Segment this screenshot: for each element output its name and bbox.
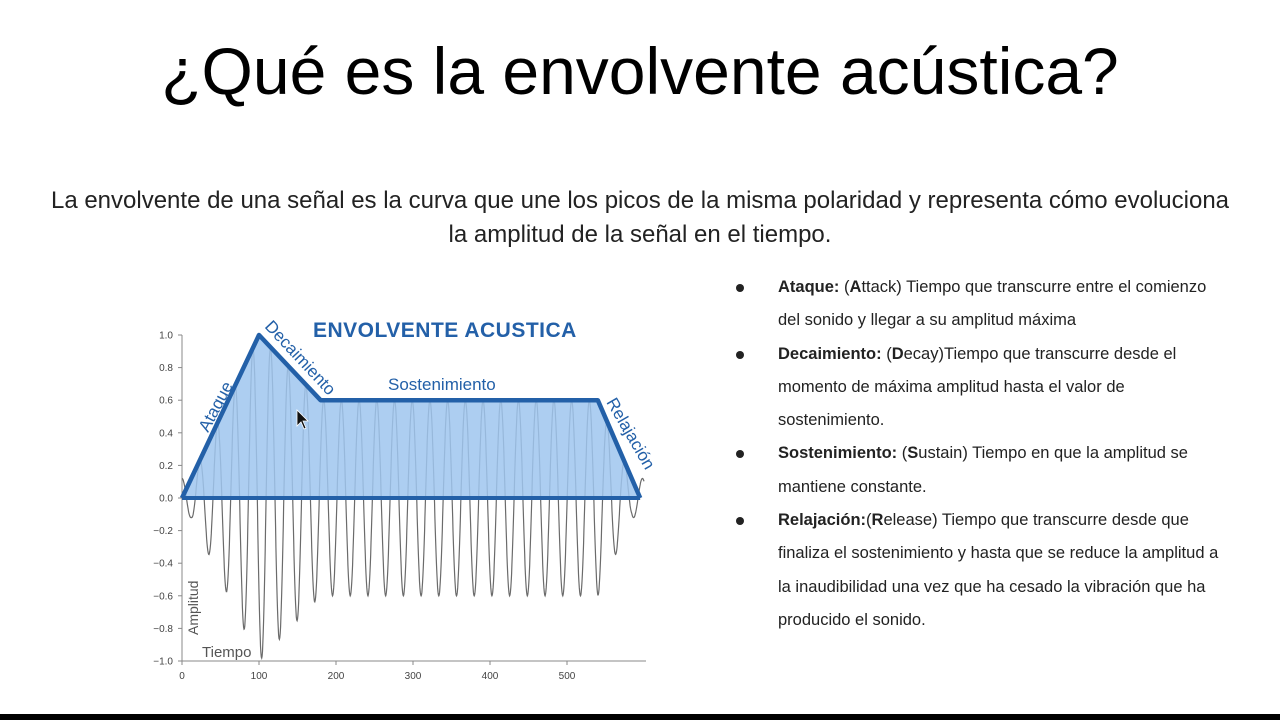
y-axis-label: Amplitud <box>185 581 201 635</box>
slide-title: ¿Qué es la envolvente acústica? <box>161 34 1119 108</box>
envelope-chart: 1.0 0.8 0.6 0.4 0.2 0.0 −0.2 −0.4 −0.6 −0.8 −1.0 0… <box>153 317 658 682</box>
bullet-icon <box>736 350 744 359</box>
y-tick-label: −0.4 <box>153 559 173 570</box>
y-tick-label: −0.2 <box>153 526 173 537</box>
y-tick-label: −0.8 <box>153 624 173 635</box>
definition-sustain: ustain) Tiempo en que la amplitud se man… <box>778 444 1188 496</box>
bullet-icon <box>736 517 744 526</box>
x-axis-label: Tiempo <box>202 644 251 661</box>
paren: ( <box>839 278 850 296</box>
y-tick-label: −1.0 <box>153 657 173 668</box>
definition-attack: ttack) Tiempo que transcurre entre el co… <box>778 278 1207 330</box>
x-tick-label: 400 <box>482 671 499 682</box>
initial-letter: A <box>849 278 862 296</box>
y-tick-label: 0.4 <box>159 428 173 439</box>
term-attack: Ataque: <box>778 278 840 296</box>
term-decay: Decaimiento: <box>778 344 882 363</box>
y-tick-label: 0.8 <box>159 363 173 374</box>
mouse-cursor-icon <box>296 409 309 430</box>
x-tick-label: 300 <box>405 671 422 682</box>
initial-letter: S <box>907 444 919 463</box>
list-item-decay: Decaimiento: (Decay)Tiempo que transcurr… <box>732 338 1232 438</box>
y-tick-label: 0.6 <box>159 396 173 407</box>
initial-letter: R <box>871 511 884 530</box>
envelope-figure: 1.0 0.8 0.6 0.4 0.2 0.0 −0.2 −0.4 −0.6 −0.8 −1.0 0… <box>140 305 660 685</box>
y-tick-label: 1.0 <box>159 331 173 342</box>
bottom-bar <box>0 714 1280 720</box>
x-tick-label: 100 <box>251 671 268 682</box>
list-item-sustain: Sostenimiento: (Sustain) Tiempo en que l… <box>732 437 1232 504</box>
intro-paragraph: La envolvente de una señal es la curva q… <box>50 187 1230 248</box>
x-tick-labels: 0 100 200 300 400 500 <box>179 661 576 682</box>
term-sustain: Sostenimiento: <box>778 444 898 463</box>
x-tick-label: 0 <box>179 671 185 682</box>
bullet-icon <box>736 284 744 292</box>
stage-label-sustain: Sostenimiento <box>388 375 496 394</box>
definition-release: elease) Tiempo que transcurre desde que … <box>778 511 1219 629</box>
term-release: Relajación: <box>778 511 867 530</box>
x-tick-label: 200 <box>328 671 345 682</box>
envelope-line <box>179 332 643 499</box>
paren: ( <box>866 511 872 530</box>
y-tick-label: −0.6 <box>153 591 173 602</box>
y-tick-label: 0.2 <box>159 461 173 472</box>
paren: ( <box>897 444 908 463</box>
adsr-list: Ataque: (Attack) Tiempo que transcurre e… <box>732 271 1232 637</box>
y-tick-label: 0.0 <box>159 494 173 505</box>
list-item-release: Relajación:(Release) Tiempo que transcur… <box>732 504 1232 637</box>
definition-decay: ecay)Tiempo que transcurre desde el mome… <box>778 344 1177 430</box>
initial-letter: D <box>891 344 904 363</box>
y-tick-labels: 1.0 0.8 0.6 0.4 0.2 0.0 −0.2 −0.4 −0.6 −0.8 −1.0 <box>153 331 182 668</box>
envelope-area <box>182 335 641 498</box>
paren: ( <box>881 344 892 363</box>
list-item-attack: Ataque: (Attack) Tiempo que transcurre e… <box>732 271 1232 338</box>
x-tick-label: 500 <box>559 671 576 682</box>
bullet-icon <box>736 450 744 459</box>
chart-banner: ENVOLVENTE ACUSTICA <box>313 319 577 342</box>
